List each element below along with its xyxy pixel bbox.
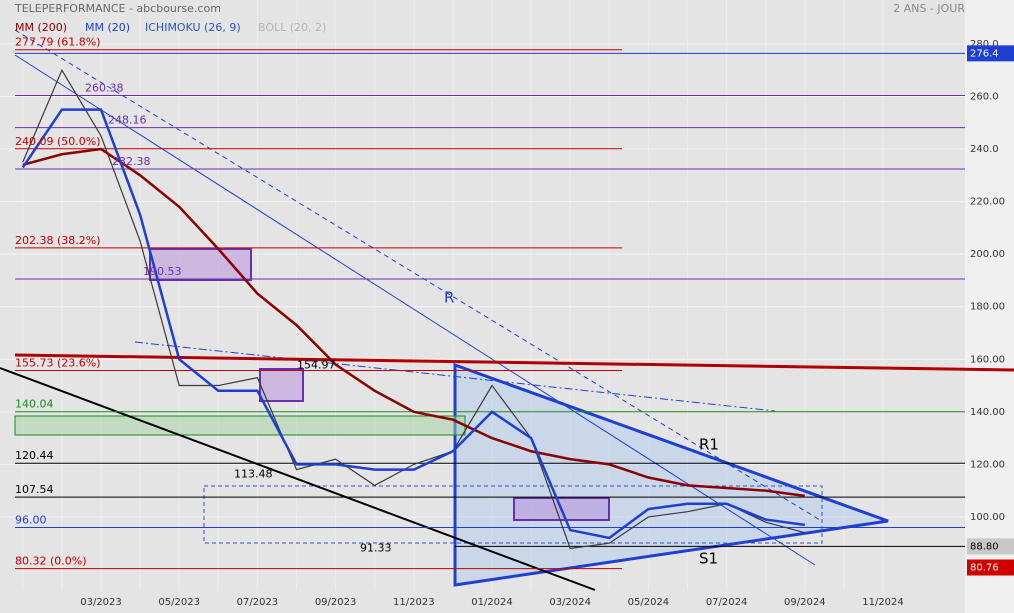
x-tick-label: 07/2024 [706,597,748,608]
x-tick-label: 09/2024 [784,597,826,608]
level-label: 260.38 [85,81,124,94]
x-tick-label: 11/2024 [862,597,904,608]
level-label: 80.32 (0.0%) [15,555,87,568]
level-label: 120.44 [15,449,54,462]
x-tick-label: 03/2023 [80,597,122,608]
zone-box [259,368,304,402]
legend-entry: MM (20) [85,21,130,34]
y-tick-label: 260.0 [970,91,999,102]
zone-box [14,415,466,436]
zone-box [149,248,252,281]
y-tick-label: 200.00 [970,249,1005,260]
annotation: R [444,289,454,307]
x-tick-label: 05/2024 [628,597,670,608]
y-tick-label: 100.00 [970,512,1005,523]
level-label: 96.00 [15,513,47,526]
level-label: 232.38 [112,155,151,168]
price-label: 113.48 [234,468,273,481]
trend-line [0,367,596,591]
trend-line [14,29,821,521]
y-tick-label: 180.00 [970,302,1005,313]
level-label: 107.54 [15,483,54,496]
x-tick-label: 11/2023 [393,597,435,608]
zone-box [203,485,823,544]
price-badge [967,45,1014,62]
level-label: 155.73 (23.6%) [15,356,101,369]
trend-line [14,353,1014,372]
legend-entry: ICHIMOKU (26, 9) [145,21,241,34]
y-tick-label: 140.00 [970,407,1005,418]
price-label: 154.97 [297,358,336,371]
price-label: 91.33 [360,542,392,555]
level-label: 190.53 [143,265,182,278]
x-tick-label: 01/2024 [471,597,513,608]
price-badge [967,538,1014,555]
legend-entry: MM (200) [15,21,67,34]
trend-line [14,54,816,566]
trend-line [134,341,776,412]
level-label: 240.09 (50.0%) [15,135,101,148]
level-label: 140.04 [15,398,54,411]
series-line [21,108,805,540]
chart-subtitle: 2 ANS - JOUR [893,2,965,15]
badge-label: 80.76 [970,563,999,574]
x-tick-label: 03/2024 [549,597,591,608]
badge-label: 276.4 [970,48,999,59]
y-tick-label: 280.0 [970,39,999,50]
plot [15,49,965,570]
y-tick-label: 120.00 [970,459,1005,470]
series-line [22,147,805,498]
badge-label: 88.80 [970,541,999,552]
price-line [22,68,805,550]
level-label: 248.16 [108,114,147,127]
level-label: 202.38 (38.2%) [15,234,101,247]
x-tick-label: 09/2023 [315,597,357,608]
y-tick-label: 220.00 [970,197,1005,208]
chart-title: TELEPERFORMANCE - abcbourse.com [14,2,221,15]
legend-entry: BOLL (20, 2) [258,21,326,34]
annotation: R1 [699,436,719,454]
x-tick-label: 05/2023 [158,597,200,608]
axis-panel [965,0,1014,613]
level-label: 277.79 (61.8%) [15,36,101,49]
y-tick-label: 240.0 [970,144,999,155]
annotation: S1 [699,550,718,568]
price-badge [967,559,1014,576]
x-tick-label: 07/2023 [237,597,279,608]
y-tick-label: 160.00 [970,354,1005,365]
